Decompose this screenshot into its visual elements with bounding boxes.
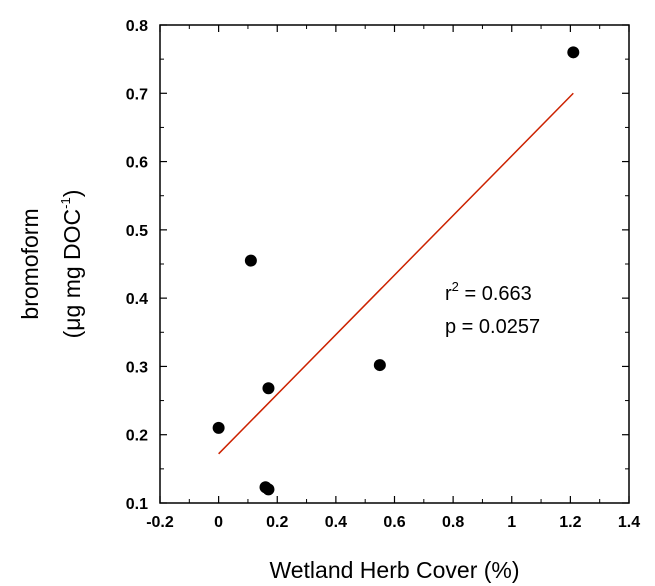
tick-labels: -0.2 0 0.2 0.4 0.6 0.8 1 1.2 1.4 0.1 0.2 0.3 0.4 0.5 0… [126,18,640,531]
x-tick-label: -0.2 [146,514,174,531]
r-squared-exponent: 2 [452,279,459,294]
x-tick-label: 1.2 [559,514,581,531]
y-axis-unit: (μg mg DOC [59,209,85,339]
r-symbol: r [445,283,452,305]
y-axis-unit-exponent: -1 [58,197,73,209]
data-point [567,46,580,59]
data-point [373,359,386,372]
data-point [244,254,257,267]
plot-area-frame [159,24,630,504]
x-tick-label: 0.6 [383,514,405,531]
y-tick-label: 0.3 [126,359,148,376]
y-tick-label: 0.5 [126,223,148,240]
p-value-annotation: p = 0.0257 [445,316,540,338]
y-axis-label-line1: bromoform [17,208,43,319]
x-tick-label: 1 [507,514,516,531]
r-squared-value: = 0.663 [459,283,532,305]
x-tick-label: 0.4 [325,514,347,531]
y-tick-label: 0.6 [126,155,148,172]
x-tick-label: 0.8 [442,514,464,531]
r-squared-annotation: r2 = 0.663 [445,279,532,305]
data-point [262,382,275,395]
x-tick-label: 1.4 [618,514,640,531]
x-tick-label: 0.2 [266,514,288,531]
regression-line [218,92,574,455]
y-axis-label-line2: (μg mg DOC-1) [58,190,85,339]
y-tick-label: 0.1 [126,496,148,513]
data-point [212,421,225,434]
x-tick-label: 0 [214,514,223,531]
axis-ticks [159,24,630,504]
data-points [212,46,580,496]
data-point [262,483,275,496]
x-axis-label: Wetland Herb Cover (%) [269,557,519,583]
y-tick-label: 0.7 [126,86,148,103]
y-axis-unit-close: ) [59,190,85,198]
y-tick-label: 0.2 [126,428,148,445]
y-tick-label: 0.8 [126,18,148,35]
y-tick-label: 0.4 [126,291,148,308]
y-axis-label: bromoform (μg mg DOC-1) [17,190,85,339]
